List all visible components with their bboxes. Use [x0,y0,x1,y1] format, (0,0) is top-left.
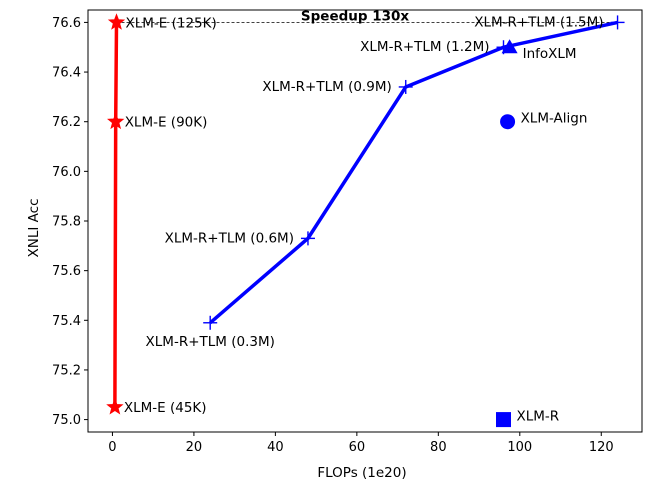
y-tick-label: 75.6 [52,264,81,279]
point-label: XLM-R+TLM (1.2M) [360,39,489,55]
y-tick-label: 76.4 [52,66,81,81]
standalone-point-label: XLM-Align [521,111,588,127]
y-tick-label: 76.2 [52,115,81,130]
standalone-point-label: InfoXLM [523,46,577,62]
point-label: XLM-R+TLM (1.5M) [474,14,603,30]
y-tick-label: 75.0 [52,413,81,428]
series-line [209,20,618,325]
x-axis-title: FLOPs (1e20) [317,465,406,481]
square-marker [496,412,511,428]
plot-frame [87,9,643,433]
y-tick-label: 75.2 [52,363,81,378]
y-axis-title: XNLI Acc [26,199,42,258]
point-label: XLM-R+TLM (0.6M) [165,230,294,246]
standalone-point-label: XLM-R [517,409,560,425]
x-tick-label: 120 [589,440,614,455]
y-tick-label: 75.4 [52,314,81,329]
x-tick-label: 0 [108,440,116,455]
point-label: XLM-E (125K) [126,15,217,31]
plot-area: Speedup 130x XLM-E (45K) XLM-E (90K) XLM-E … [106,8,625,428]
axes: 0 20 40 60 80 100 120 75.0 75.2 75.4 75.6 75.8 76.0 7… [52,9,643,455]
point-label: XLM-R+TLM (0.9M) [262,79,391,95]
x-tick-label: 80 [430,440,447,455]
y-tick-label: 76.6 [52,16,81,31]
point-label: XLM-E (90K) [125,115,208,131]
x-tick-label: 40 [267,440,284,455]
point-label: XLM-E (45K) [124,400,207,416]
star-marker [107,112,125,130]
speedup-annotation: Speedup 130x [301,8,410,24]
star-marker [106,398,124,415]
y-tick-label: 75.8 [52,215,81,230]
circle-marker [500,114,516,130]
point-label: XLM-R+TLM (0.3M) [146,334,275,350]
triangle-marker [501,39,518,54]
x-tick-label: 20 [186,440,203,455]
x-tick-label: 100 [507,440,532,455]
y-tick-label: 76.0 [52,165,81,180]
star-marker [107,13,126,30]
x-tick-label: 60 [349,440,366,455]
series-line [113,22,119,408]
